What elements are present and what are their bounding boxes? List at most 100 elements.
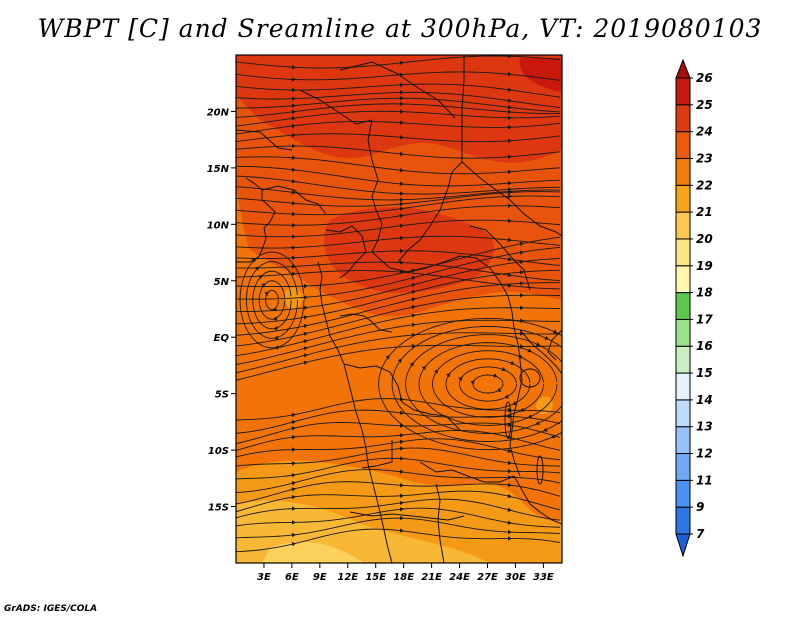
- color-legend-box: [675, 479, 691, 508]
- streamline-arrow: [510, 360, 515, 365]
- streamline: [236, 156, 561, 175]
- streamline-arrow: [399, 96, 404, 101]
- streamline-arrow: [291, 264, 296, 269]
- streamline-arrow: [507, 493, 512, 499]
- border-nigeria-cameroon: [325, 225, 367, 279]
- streamline-arrow: [261, 283, 266, 288]
- streamline-arrow: [535, 420, 540, 426]
- streamline: [236, 205, 561, 226]
- streamline: [236, 469, 561, 494]
- streamline-arrow: [519, 281, 524, 286]
- streamline-arrow: [411, 282, 416, 288]
- streamline-arrow: [507, 105, 512, 110]
- streamline-arrow: [399, 197, 404, 202]
- streamline-arrow: [507, 115, 512, 120]
- color-legend-box: [675, 292, 691, 320]
- streamline-arrows: [251, 55, 558, 547]
- temperature-zone-20: [262, 542, 365, 563]
- streamline-arrow: [399, 260, 404, 265]
- streamline: [236, 269, 561, 325]
- color-legend-top-arrow: [675, 58, 691, 79]
- streamline: [236, 422, 561, 445]
- streamline: [236, 165, 561, 187]
- lat-tick-label: 10S: [208, 446, 229, 457]
- streamline-arrow: [507, 256, 512, 262]
- streamline-arrow: [399, 469, 404, 474]
- color-legend-box: [675, 184, 691, 213]
- lat-tick-label: 5S: [215, 390, 229, 401]
- streamline-arrow: [519, 241, 524, 247]
- streamline: [378, 317, 562, 451]
- streamline-arrow: [527, 414, 533, 419]
- streamline: [236, 133, 561, 143]
- color-legend-label: 23: [696, 151, 713, 165]
- streamline-arrow: [399, 433, 404, 438]
- color-legend-label: 25: [696, 98, 713, 112]
- streamline-arrow: [274, 345, 279, 350]
- color-legend-box: [675, 506, 691, 535]
- streamline: [236, 398, 561, 421]
- streamline: [236, 236, 561, 288]
- streamline-arrow: [507, 190, 512, 195]
- color-legend-label: 7: [696, 527, 705, 541]
- color-legend-label: 12: [696, 447, 713, 461]
- streamline-arrow: [399, 493, 404, 499]
- streamline-arrow: [507, 482, 512, 488]
- streamline: [236, 191, 561, 207]
- streamline-arrow: [399, 507, 404, 512]
- color-legend-label: 15: [696, 366, 713, 380]
- streamline-arrow: [291, 179, 296, 184]
- streamline-arrow: [291, 103, 296, 108]
- streamline-arrow: [399, 500, 404, 506]
- streamline-arrow: [411, 305, 416, 310]
- streamline-arrow: [291, 87, 296, 93]
- streamline-arrow: [411, 322, 416, 328]
- lon-tick-label: 15E: [365, 572, 386, 583]
- streamline-arrow: [446, 372, 451, 378]
- streamline: [239, 251, 305, 349]
- color-legend-label: 26: [696, 71, 713, 85]
- color-legend-labels: 7 9 11 12 13 14 15 16 17 18 19 20 21 22 23 24 25 26: [690, 71, 713, 541]
- border-mali-niger: [299, 89, 373, 125]
- color-legend-box: [675, 399, 691, 428]
- border-kenya-tanzania: [519, 329, 562, 375]
- streamline-arrow: [411, 332, 416, 338]
- streamline-arrow: [507, 520, 512, 525]
- chart-title: WBPT [C] and Sreamline at 300hPa, VT: 20…: [37, 14, 763, 43]
- streamline-arrow: [399, 120, 404, 125]
- streamline-arrow: [291, 542, 296, 547]
- border-chad-sudan: [397, 161, 463, 263]
- streamline-arrow: [527, 348, 532, 353]
- streamline-arrow: [303, 353, 308, 358]
- streamline-arrow: [507, 169, 512, 175]
- streamline-arrow: [303, 315, 308, 320]
- lat-tick-label: 20N: [207, 107, 230, 118]
- lat-tick-label: 10N: [207, 220, 230, 231]
- streamline-arrow: [291, 481, 296, 486]
- streamline-arrow: [291, 447, 296, 452]
- streamline-arrow: [291, 435, 296, 440]
- credit-text: GrADS: IGES/COLA: [4, 604, 98, 614]
- border-zambia-south: [419, 461, 515, 483]
- streamline-arrow: [291, 96, 296, 101]
- streamline-arrow: [470, 380, 475, 385]
- lon-tick-label: 3E: [257, 572, 271, 583]
- color-legend-label: 14: [696, 393, 713, 407]
- streamline-arrow: [291, 143, 296, 149]
- streamline-arrow: [273, 335, 279, 341]
- streamline-arrow: [291, 506, 296, 511]
- streamline: [236, 438, 561, 461]
- streamline-arrow: [291, 190, 296, 195]
- streamline: [236, 110, 561, 127]
- streamline-arrow: [507, 138, 512, 144]
- streamline-arrow: [291, 426, 296, 431]
- streamline-arrow: [507, 529, 512, 535]
- streamline-arrow: [399, 206, 404, 211]
- streamline-arrow: [291, 200, 296, 206]
- color-legend-label: 13: [696, 420, 713, 434]
- border-mozambique: [513, 475, 562, 525]
- streamline-arrow: [519, 293, 524, 298]
- color-legend-box: [675, 131, 691, 159]
- color-legend-label: 9: [696, 500, 704, 514]
- streamline-arrow: [399, 109, 404, 114]
